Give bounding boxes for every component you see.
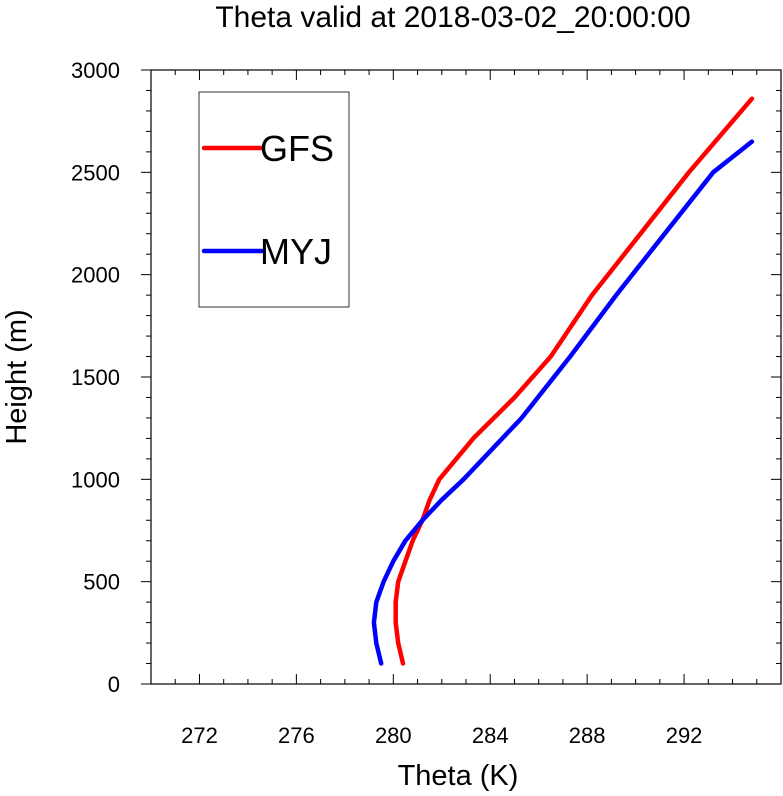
x-tick-label: 276 [278,723,315,748]
x-tick-label: 284 [472,723,509,748]
y-tick-label: 2000 [71,263,120,288]
plot-frame [150,69,782,685]
x-tick-label: 272 [181,723,218,748]
series-line-myj [371,139,755,666]
y-tick-label: 1500 [71,365,120,390]
tick-labels: 272 276 280 284 288 292 0 500 1000 1500 2000 2500 30… [71,58,702,748]
x-tick-label: 280 [375,723,412,748]
legend: GFS MYJ [201,128,334,272]
axis-ticks [141,69,782,685]
series-lines [371,96,755,666]
chart-title: Theta valid at 2018-03-02_20:00:00 [215,1,690,34]
y-tick-label: 2500 [71,160,120,185]
y-tick-label: 0 [108,672,120,697]
x-tick-label: 288 [569,723,606,748]
legend-label-gfs: GFS [260,128,334,169]
legend-box [198,91,350,308]
y-tick-label: 500 [83,570,120,595]
x-tick-label: 292 [666,723,703,748]
y-tick-label: 3000 [71,58,120,83]
y-axis-label: Height (m) [1,309,33,444]
legend-label-myj: MYJ [260,231,332,272]
x-axis-label: Theta (K) [398,760,519,792]
series-line-gfs [393,96,755,666]
y-tick-label: 1000 [71,467,120,492]
